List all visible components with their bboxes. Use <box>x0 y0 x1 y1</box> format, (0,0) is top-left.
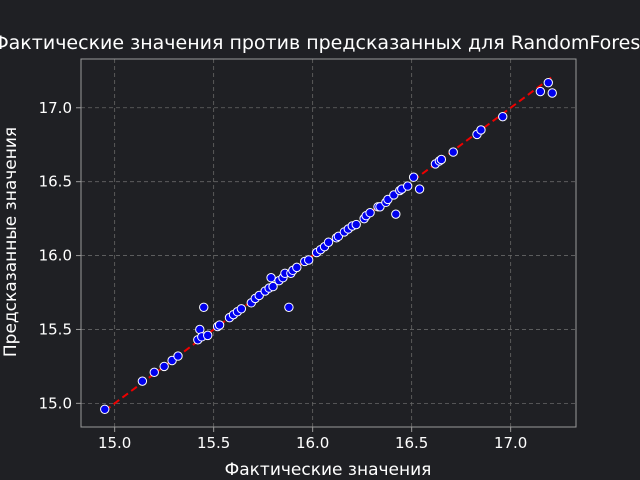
x-tick-label: 16.5 <box>395 434 428 452</box>
scatter-point <box>214 320 225 330</box>
y-tick-label: 17.0 <box>39 99 72 117</box>
scatter-point <box>149 367 159 378</box>
y-tick-label: 16.5 <box>39 173 72 191</box>
x-tick-label: 15.5 <box>197 434 230 452</box>
y-axis-ticks: 15.0 15.5 16.0 16.5 17.0 <box>39 99 81 412</box>
scatter-point <box>476 125 486 135</box>
y-tick-label: 15.0 <box>39 394 72 412</box>
y-axis-label: Предсказанные значения <box>1 127 21 357</box>
scatter-point <box>100 404 110 414</box>
scatter-point <box>535 86 546 97</box>
scatter-point <box>268 281 278 292</box>
scatter-point <box>365 208 375 218</box>
x-tick-label: 16.0 <box>296 434 329 452</box>
y-tick-label: 15.5 <box>39 320 72 338</box>
x-tick-label: 17.0 <box>494 434 527 452</box>
scatter-point <box>403 181 413 191</box>
scatter-point <box>436 154 447 165</box>
scatter-points <box>100 77 557 414</box>
scatter-point <box>391 209 401 219</box>
x-tick-label: 15.0 <box>98 434 131 452</box>
scatter-point <box>547 88 557 98</box>
grid-lines <box>81 59 576 427</box>
chart-title: Фактические значения против предсказанны… <box>0 32 640 54</box>
y-tick-label: 16.0 <box>39 247 72 265</box>
scatter-point <box>543 77 553 88</box>
x-axis-label: Фактические значения <box>225 460 432 480</box>
scatter-point <box>408 172 419 182</box>
scatter-point <box>159 361 169 372</box>
scatter-point <box>199 302 209 312</box>
scatter-point <box>292 262 302 273</box>
scatter-point <box>498 111 508 122</box>
scatter-point <box>284 302 294 312</box>
scatter-point <box>173 351 183 361</box>
scatter-point <box>323 237 334 247</box>
scatter-point <box>203 330 213 341</box>
scatter-point <box>448 147 458 157</box>
scatter-point <box>236 304 247 314</box>
x-axis-ticks: 15.0 15.5 16.0 16.5 17.0 <box>98 427 527 452</box>
scatter-point <box>137 376 148 386</box>
scatter-point <box>304 255 314 265</box>
plot-frame <box>80 58 577 428</box>
scatter-point <box>351 219 361 230</box>
scatter-point <box>414 184 425 194</box>
scatter-point <box>266 273 276 283</box>
